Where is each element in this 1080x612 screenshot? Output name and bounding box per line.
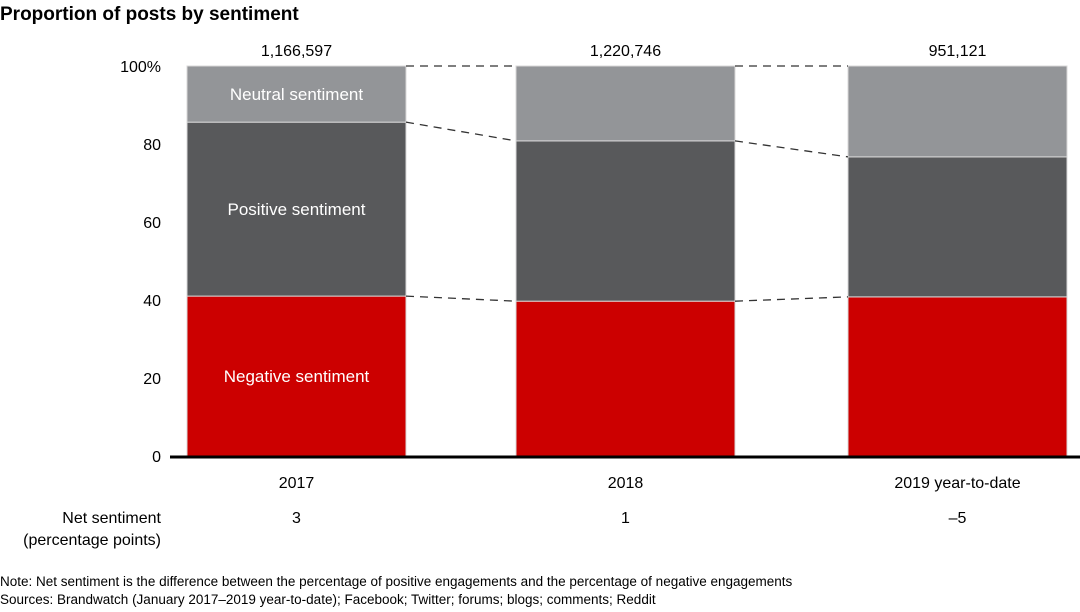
chart-title: Proportion of posts by sentiment [0, 4, 299, 25]
y-tick-label: 40 [143, 293, 161, 310]
y-tick-label: 0 [152, 449, 161, 466]
segment-label: Neutral sentiment [230, 85, 364, 104]
net-sentiment-label: Net sentiment [62, 510, 161, 527]
bar-segment-positive-sentiment [186, 121, 407, 297]
connector-line [405, 121, 517, 142]
bar-segment-negative-sentiment [186, 295, 407, 457]
connector-line [734, 140, 849, 158]
net-sentiment-sublabel: (percentage points) [23, 532, 161, 549]
y-tick-label: 80 [143, 137, 161, 154]
bar-segment-neutral-sentiment [186, 65, 407, 123]
connector-line [405, 295, 517, 302]
chart-sources: Sources: Brandwatch (January 2017–2019 y… [0, 592, 656, 607]
bar-segment-positive-sentiment [847, 156, 1068, 298]
x-tick-label: 2019 year-to-date [894, 475, 1020, 492]
y-tick-label: 100% [120, 59, 161, 76]
segment-label: Negative sentiment [224, 367, 370, 386]
chart-note: Note: Net sentiment is the difference be… [0, 574, 793, 589]
net-sentiment-value: 3 [292, 510, 301, 527]
bar-segment-neutral-sentiment [847, 65, 1068, 158]
segment-label: Positive sentiment [228, 200, 366, 219]
y-tick-label: 20 [143, 371, 161, 388]
x-tick-label: 2017 [279, 475, 315, 492]
net-sentiment-value: –5 [949, 510, 967, 527]
bar-segment-neutral-sentiment [515, 65, 736, 142]
y-tick-label: 60 [143, 215, 161, 232]
bar-total-label: 1,220,746 [590, 43, 661, 60]
net-sentiment-value: 1 [621, 510, 630, 527]
bar-segment-negative-sentiment [847, 296, 1068, 457]
x-tick-label: 2018 [608, 475, 644, 492]
connector-line [734, 296, 849, 302]
bar-total-label: 951,121 [929, 43, 987, 60]
bar-segment-negative-sentiment [515, 300, 736, 457]
bar-segment-positive-sentiment [515, 140, 736, 302]
bar-total-label: 1,166,597 [261, 43, 332, 60]
